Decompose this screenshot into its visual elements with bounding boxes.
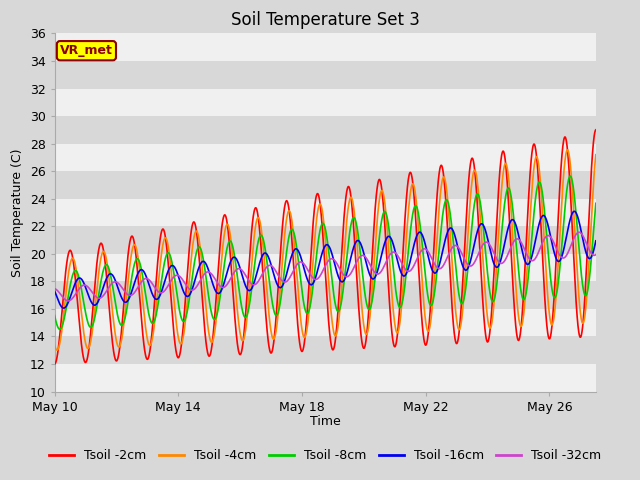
Bar <box>54 226 596 254</box>
Legend: Tsoil -2cm, Tsoil -4cm, Tsoil -8cm, Tsoil -16cm, Tsoil -32cm: Tsoil -2cm, Tsoil -4cm, Tsoil -8cm, Tsoi… <box>44 444 606 468</box>
X-axis label: Time: Time <box>310 415 340 428</box>
Bar <box>54 281 596 309</box>
Bar <box>54 116 596 144</box>
Title: Soil Temperature Set 3: Soil Temperature Set 3 <box>231 11 420 29</box>
Bar <box>54 144 596 171</box>
Bar <box>54 309 596 336</box>
Bar <box>54 34 596 61</box>
Bar <box>54 171 596 199</box>
Bar <box>54 88 596 116</box>
Text: VR_met: VR_met <box>60 44 113 57</box>
Bar <box>54 61 596 88</box>
Bar <box>54 254 596 281</box>
Bar <box>54 336 596 364</box>
Y-axis label: Soil Temperature (C): Soil Temperature (C) <box>11 148 24 277</box>
Bar <box>54 364 596 392</box>
Bar <box>54 199 596 226</box>
